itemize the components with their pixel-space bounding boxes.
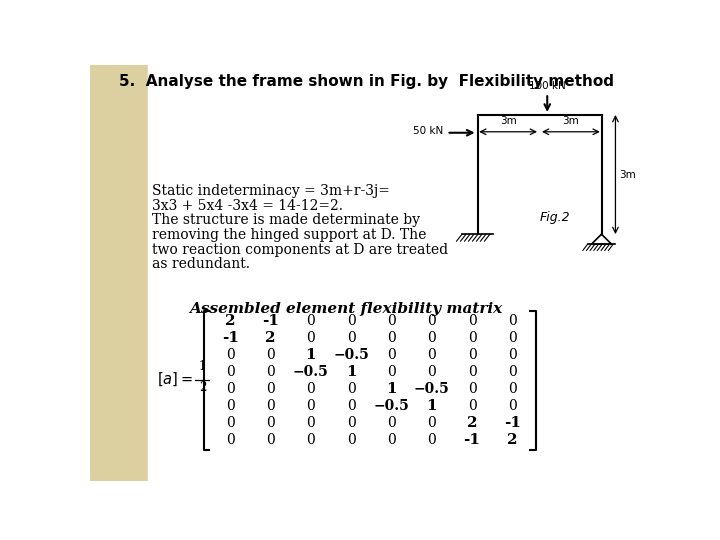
Text: 0: 0	[226, 416, 235, 430]
Text: 50 kN: 50 kN	[413, 126, 444, 136]
Text: 0: 0	[428, 365, 436, 379]
Text: 1: 1	[199, 360, 206, 373]
Text: -1: -1	[222, 331, 239, 345]
Text: -1: -1	[504, 416, 521, 430]
Text: −0.5: −0.5	[293, 365, 329, 379]
Text: 0: 0	[468, 331, 477, 345]
Text: 0: 0	[508, 348, 517, 362]
Text: 0: 0	[508, 382, 517, 396]
Text: 0: 0	[428, 314, 436, 328]
Text: 3m: 3m	[500, 117, 517, 126]
Text: 0: 0	[347, 314, 356, 328]
Text: The structure is made determinate by: The structure is made determinate by	[152, 213, 420, 227]
Text: 1: 1	[346, 365, 356, 379]
Text: 1: 1	[305, 348, 316, 362]
Text: 0: 0	[347, 382, 356, 396]
Text: $[a]=$: $[a]=$	[157, 370, 193, 388]
Text: 0: 0	[307, 433, 315, 447]
Text: 2: 2	[266, 331, 276, 345]
Text: removing the hinged support at D. The: removing the hinged support at D. The	[152, 228, 426, 242]
Text: 0: 0	[387, 365, 396, 379]
Text: 0: 0	[226, 433, 235, 447]
Text: 0: 0	[266, 348, 275, 362]
Text: 0: 0	[508, 314, 517, 328]
Text: as redundant.: as redundant.	[152, 257, 250, 271]
Text: 0: 0	[387, 416, 396, 430]
Text: 2: 2	[199, 381, 206, 394]
Text: 0: 0	[307, 416, 315, 430]
Text: 0: 0	[468, 314, 477, 328]
Text: −0.5: −0.5	[333, 348, 369, 362]
Text: 0: 0	[428, 348, 436, 362]
Text: 0: 0	[428, 433, 436, 447]
Text: -1: -1	[464, 433, 480, 447]
Text: 0: 0	[468, 399, 477, 413]
Text: 0: 0	[387, 314, 396, 328]
Text: 0: 0	[307, 314, 315, 328]
Text: Fig.2: Fig.2	[540, 211, 570, 224]
Text: 0: 0	[307, 399, 315, 413]
Text: 0: 0	[266, 382, 275, 396]
Text: 0: 0	[226, 399, 235, 413]
Text: 0: 0	[266, 433, 275, 447]
Text: 0: 0	[347, 416, 356, 430]
Text: 0: 0	[468, 348, 477, 362]
Text: −0.5: −0.5	[414, 382, 450, 396]
Text: 0: 0	[347, 331, 356, 345]
Text: 0: 0	[266, 365, 275, 379]
Text: 3x3 + 5x4 -3x4 = 14-12=2.: 3x3 + 5x4 -3x4 = 14-12=2.	[152, 199, 343, 213]
Bar	[90, 65, 148, 481]
Text: 0: 0	[226, 348, 235, 362]
Text: 0: 0	[307, 331, 315, 345]
Text: 0: 0	[387, 348, 396, 362]
Text: 0: 0	[508, 399, 517, 413]
Text: 100 kN: 100 kN	[529, 81, 566, 91]
Text: Static indeterminacy = 3m+r-3j=: Static indeterminacy = 3m+r-3j=	[152, 184, 390, 198]
Text: two reaction components at D are treated: two reaction components at D are treated	[152, 242, 448, 256]
Text: -1: -1	[262, 314, 279, 328]
Text: −0.5: −0.5	[374, 399, 410, 413]
Text: 0: 0	[387, 331, 396, 345]
Bar	[148, 65, 648, 481]
Text: 1: 1	[426, 399, 437, 413]
Text: Assembled element flexibility matrix: Assembled element flexibility matrix	[189, 302, 503, 316]
Text: 2: 2	[467, 416, 477, 430]
Text: 0: 0	[266, 416, 275, 430]
Text: 0: 0	[226, 382, 235, 396]
Text: 0: 0	[387, 433, 396, 447]
Text: 3m: 3m	[562, 117, 579, 126]
Text: 3m: 3m	[619, 170, 636, 179]
Text: 0: 0	[468, 382, 477, 396]
Text: 2: 2	[225, 314, 235, 328]
Text: 0: 0	[347, 433, 356, 447]
Text: 0: 0	[226, 365, 235, 379]
Text: 1: 1	[386, 382, 397, 396]
Text: 0: 0	[508, 331, 517, 345]
Text: 0: 0	[266, 399, 275, 413]
Text: 0: 0	[508, 365, 517, 379]
Text: 0: 0	[428, 331, 436, 345]
Text: 0: 0	[428, 416, 436, 430]
Text: 0: 0	[468, 365, 477, 379]
Text: 5.  Analyse the frame shown in Fig. by  Flexibility method: 5. Analyse the frame shown in Fig. by Fl…	[120, 74, 614, 89]
Text: 2: 2	[507, 433, 518, 447]
Text: 0: 0	[347, 399, 356, 413]
Text: 0: 0	[307, 382, 315, 396]
